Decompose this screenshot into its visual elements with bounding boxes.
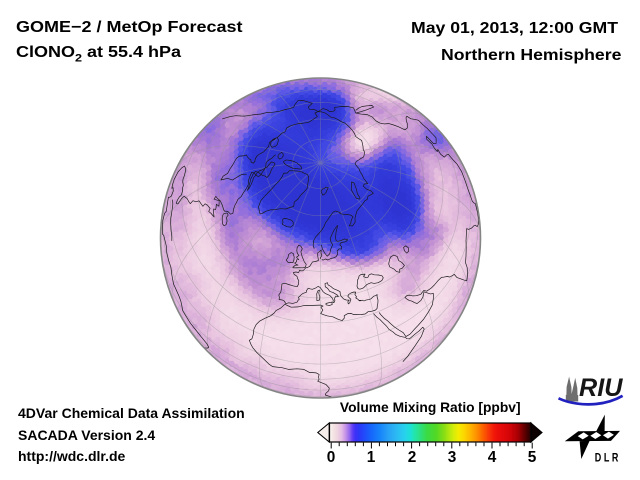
svg-text:RIU: RIU bbox=[579, 374, 623, 402]
svg-text:DLR: DLR bbox=[595, 451, 621, 465]
